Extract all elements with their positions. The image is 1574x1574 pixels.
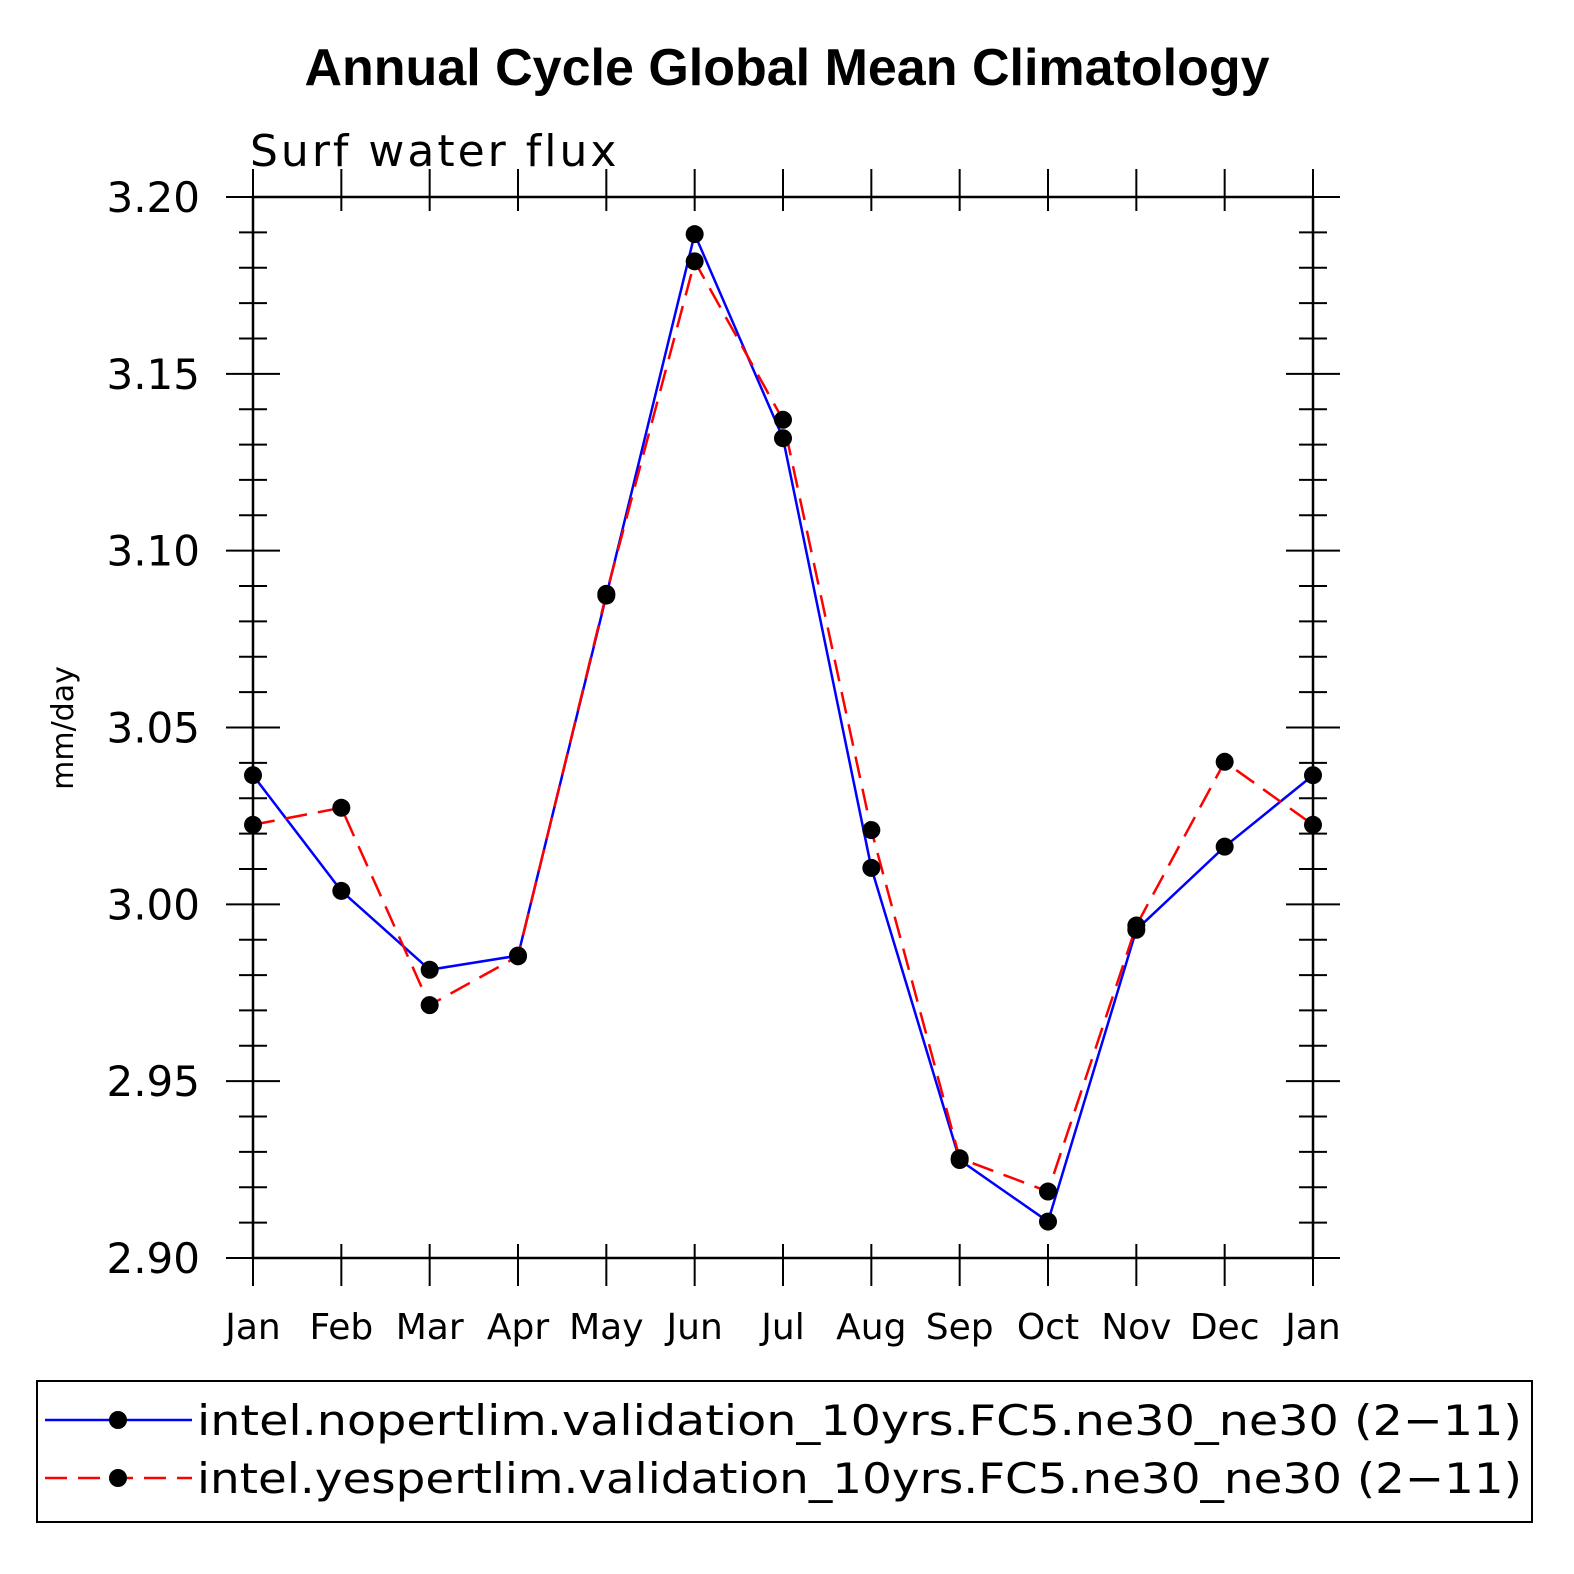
series-1-point [1304,766,1322,785]
x-tick-label: Aug [836,1307,906,1348]
series-line-2 [252,258,1314,1194]
series-2-point [1039,1182,1057,1201]
y-tick-label: 3.05 [106,704,200,753]
plot-frame [251,195,1315,1260]
legend-marker-2 [109,1469,127,1487]
x-tick-label: Jun [665,1307,723,1348]
series-2-point [950,1149,969,1168]
y-tick-label: 3.10 [106,527,200,576]
x-tick-label: Sep [926,1307,994,1348]
x-tick-label: Jul [759,1307,804,1348]
x-tick-label: Mar [396,1307,464,1348]
plot-area: 2.90 2.95 3.00 3.05 3.10 3.15 3.20 Jan Feb Mar Apr… [106,169,1341,1348]
x-tick-label: Jan [223,1307,281,1348]
y-axis-label: mm/day [46,666,81,790]
series-2-point [1127,916,1146,935]
series-1-point [774,429,792,448]
series-1-point [862,858,881,877]
series-1-point [685,225,704,244]
series-2-point [244,815,262,834]
y-tick-label: 3.00 [106,880,200,929]
y-tick-label: 3.20 [106,173,200,222]
series-2-point [332,798,351,817]
series-2-point [774,410,792,429]
legend: intel.nopertlim.validation_10yrs.FC5.ne3… [36,1380,1533,1523]
series-2-point [597,584,616,603]
series-2-point [685,252,704,271]
legend-label-2: intel.yespertlim.validation_10yrs.FC5.ne… [197,1454,1522,1503]
legend-box [36,1380,1533,1523]
series-1-point [1215,837,1234,856]
y-tick-label: 2.95 [106,1057,200,1106]
series-line-1 [252,230,1314,1224]
x-tick-label: Apr [487,1307,549,1348]
series-2-point [420,996,439,1015]
legend-marker-1 [109,1411,127,1429]
y-tick-label: 3.15 [106,350,200,399]
series-1-point [1039,1212,1057,1231]
chart-subtitle: Surf water flux [250,126,619,177]
x-tick-label: Dec [1190,1307,1260,1348]
legend-label-1: intel.nopertlim.validation_10yrs.FC5.ne3… [197,1396,1522,1445]
y-tick-label: 2.90 [106,1234,200,1283]
series-2-point [862,821,881,840]
series-2-point [1304,815,1322,834]
x-tick-label: Feb [309,1307,373,1348]
series-2-point [509,947,527,966]
series-1-point [420,960,439,979]
x-tick-label: May [569,1307,643,1348]
x-tick-label: Nov [1101,1307,1171,1348]
x-tick-label: Jan [1283,1307,1341,1348]
series-1-point [332,881,351,900]
series-1-point [244,766,262,785]
series-2-point [1215,752,1234,771]
x-tick-label: Oct [1017,1307,1079,1348]
chart-title: Annual Cycle Global Mean Climatology [304,39,1269,97]
